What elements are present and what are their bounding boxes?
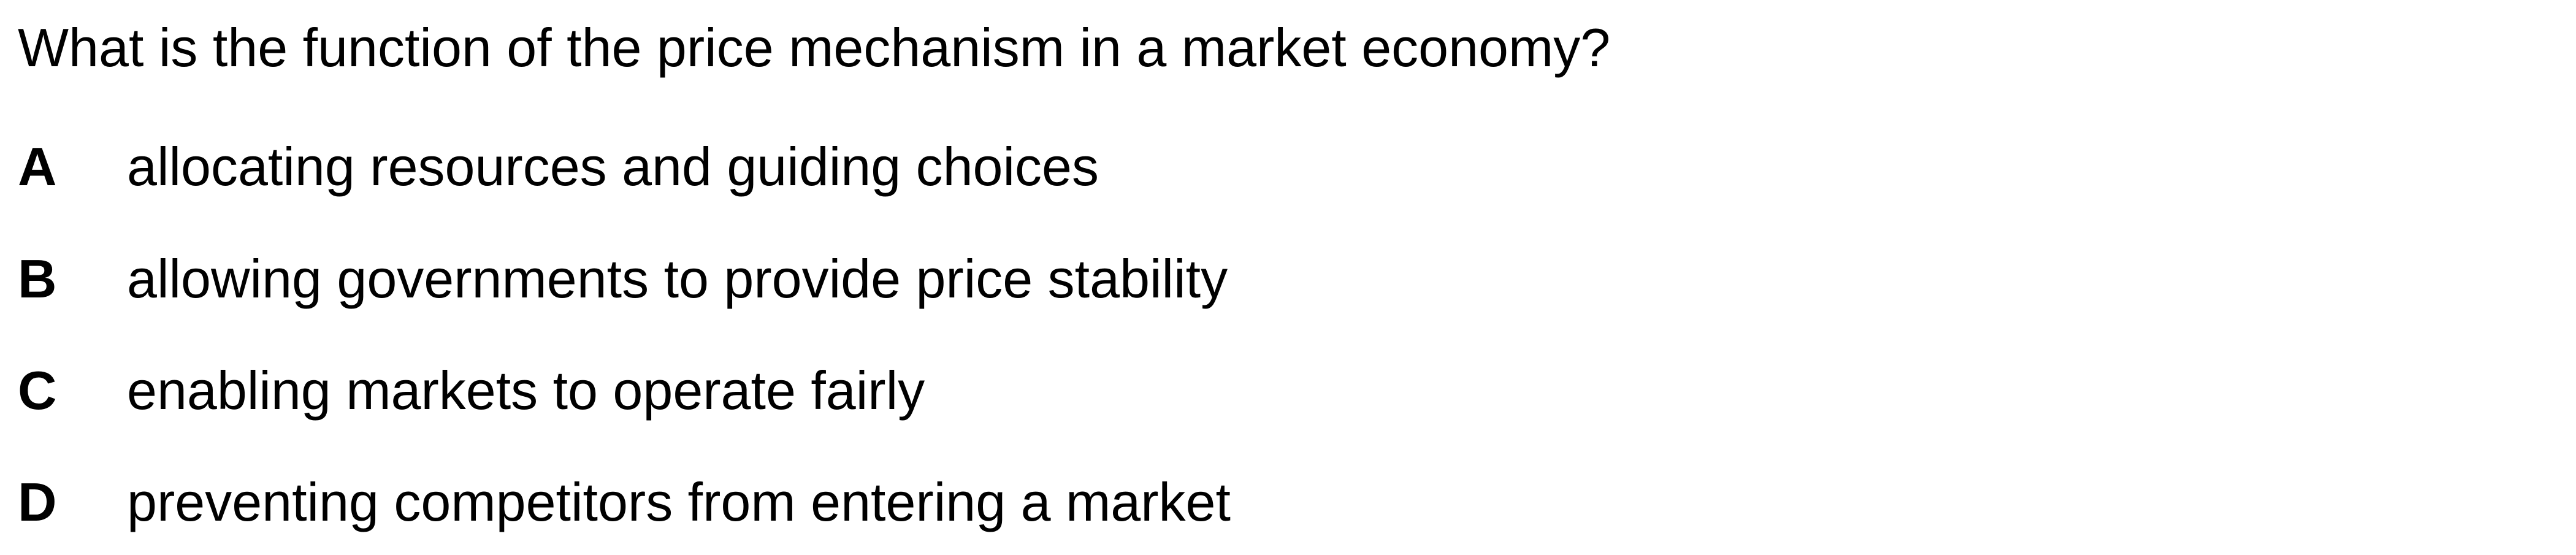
option-letter: B: [18, 248, 57, 309]
option-letter: A: [18, 136, 57, 197]
option-letter: D: [18, 472, 57, 532]
option-text: allowing governments to provide price st…: [127, 248, 1228, 309]
option-text: preventing competitors from entering a m…: [127, 472, 1231, 532]
option-text: enabling markets to operate fairly: [127, 360, 925, 421]
option-letter: C: [18, 360, 57, 421]
option-text: allocating resources and guiding choices: [127, 136, 1099, 197]
question-text: What is the function of the price mechan…: [18, 17, 1611, 78]
